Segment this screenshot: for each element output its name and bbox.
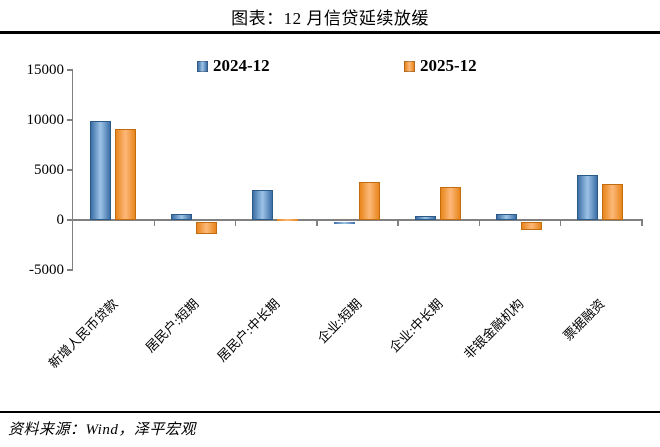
y-tick-label: 15000 — [26, 62, 65, 78]
y-axis-line — [71, 69, 73, 271]
x-tick — [397, 220, 399, 226]
x-tick — [559, 220, 562, 226]
bar-2024-12-6 — [577, 175, 599, 220]
bar-2025-12-2 — [277, 219, 299, 221]
y-tick — [66, 119, 72, 121]
legend-item-2025-12: 2025-12 — [404, 56, 477, 76]
bar-2024-12-3 — [333, 221, 355, 224]
bar-2025-12-6 — [602, 184, 624, 220]
x-tick — [234, 220, 237, 226]
x-axis-line — [73, 219, 643, 221]
x-tick — [641, 220, 643, 226]
bar-2025-12-0 — [114, 129, 136, 220]
y-tick-label: 5000 — [34, 162, 64, 178]
y-tick — [66, 169, 72, 171]
footer-rule — [0, 411, 660, 413]
bar-2025-12-1 — [195, 221, 217, 234]
bar-2025-12-4 — [439, 187, 461, 220]
legend-marker-orange — [404, 60, 415, 72]
y-tick — [66, 69, 72, 71]
bar-2025-12-5 — [521, 221, 543, 230]
y-tick — [66, 219, 72, 221]
bar-2024-12-0 — [89, 121, 111, 220]
bar-2024-12-2 — [252, 190, 274, 220]
source-note: 资料来源：Wind，泽平宏观 — [8, 422, 196, 438]
bar-2024-12-5 — [496, 214, 518, 220]
legend-marker-blue — [197, 60, 208, 72]
legend: 2024-12 2025-12 — [0, 56, 660, 76]
chart-title: 图表：12 月信贷延续放缓 — [231, 9, 429, 28]
y-tick-label: 0 — [56, 212, 65, 228]
legend-label: 2024-12 — [213, 56, 270, 75]
category-label: 新增人民币贷款 — [45, 296, 121, 371]
x-tick — [153, 220, 156, 226]
x-tick — [316, 220, 318, 226]
y-tick — [66, 269, 72, 271]
bar-2024-12-1 — [170, 214, 192, 220]
y-tick-label: 10000 — [26, 112, 65, 128]
bar-2025-12-3 — [358, 182, 380, 220]
bar-2024-12-4 — [414, 216, 436, 220]
x-tick — [478, 220, 481, 226]
top-rule — [0, 31, 660, 34]
legend-label: 2025-12 — [420, 56, 477, 75]
y-tick-label: -5000 — [29, 262, 64, 278]
legend-item-2024-12: 2024-12 — [197, 56, 270, 76]
